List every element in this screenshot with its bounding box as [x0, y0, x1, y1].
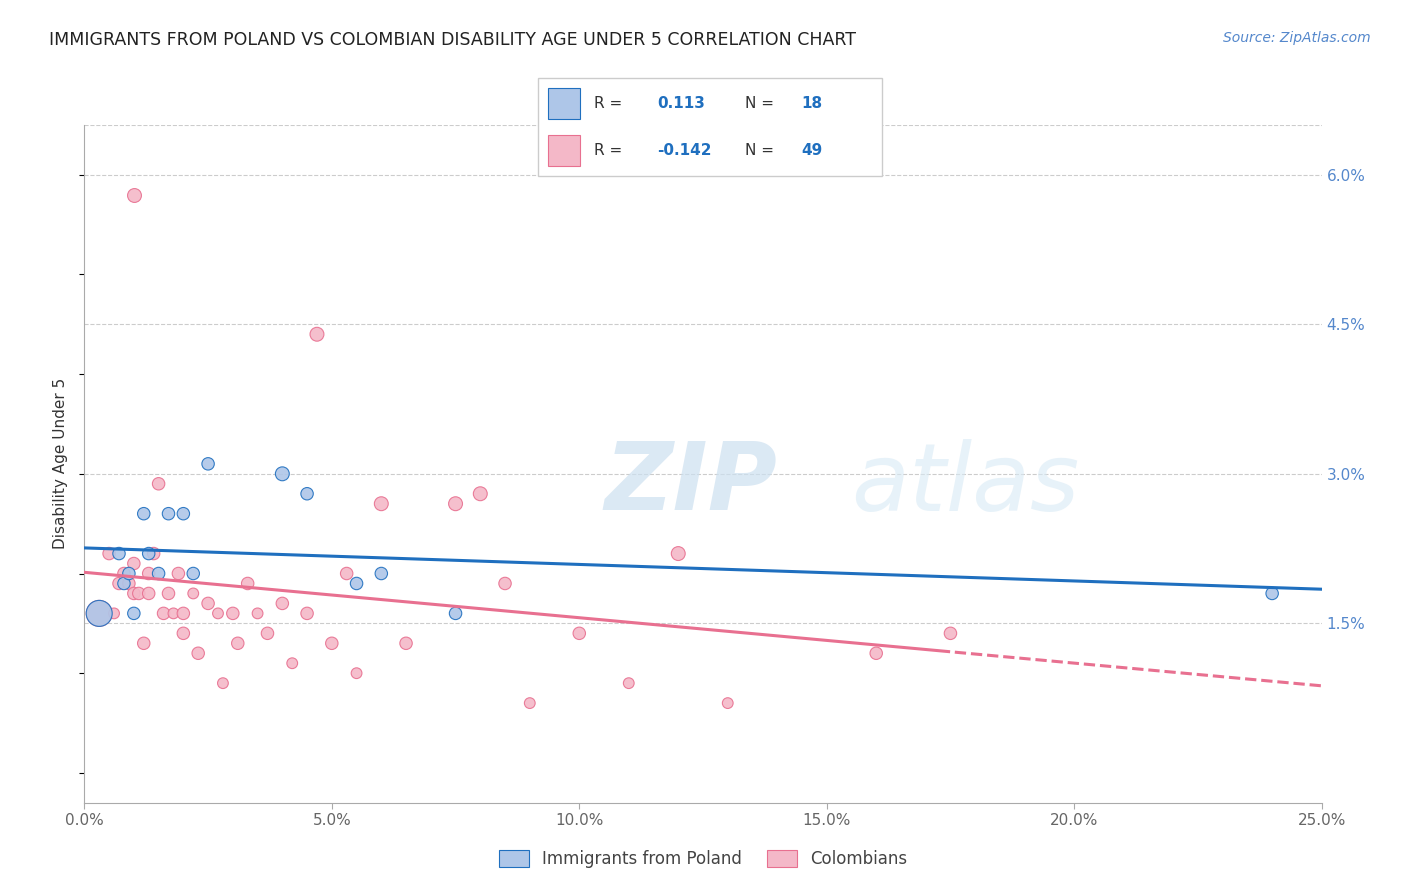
- Point: [89, 607, 111, 621]
- Point: [370, 497, 392, 511]
- Point: [122, 187, 145, 202]
- Point: [281, 657, 304, 671]
- Point: [142, 547, 165, 561]
- Point: [118, 576, 141, 591]
- Point: [246, 607, 269, 621]
- Point: [336, 566, 359, 581]
- Point: [207, 607, 229, 621]
- Point: [470, 487, 492, 501]
- Point: [939, 626, 962, 640]
- Point: [222, 607, 245, 621]
- Point: [444, 497, 467, 511]
- Point: [128, 586, 150, 600]
- Text: IMMIGRANTS FROM POLAND VS COLOMBIAN DISABILITY AGE UNDER 5 CORRELATION CHART: IMMIGRANTS FROM POLAND VS COLOMBIAN DISA…: [49, 31, 856, 49]
- Point: [157, 507, 180, 521]
- Point: [717, 696, 740, 710]
- Point: [172, 607, 194, 621]
- Point: [346, 666, 368, 681]
- Point: [112, 566, 135, 581]
- Legend: Immigrants from Poland, Colombians: Immigrants from Poland, Colombians: [492, 843, 914, 875]
- Point: [132, 507, 155, 521]
- Point: [122, 607, 145, 621]
- Point: [148, 476, 170, 491]
- Point: [212, 676, 235, 690]
- Point: [370, 566, 392, 581]
- Point: [172, 626, 194, 640]
- FancyBboxPatch shape: [548, 88, 581, 119]
- Text: R =: R =: [593, 144, 623, 158]
- Point: [148, 566, 170, 581]
- Point: [226, 636, 249, 650]
- Text: N =: N =: [745, 96, 775, 111]
- Point: [519, 696, 541, 710]
- Text: ZIP: ZIP: [605, 438, 778, 530]
- Point: [122, 586, 145, 600]
- Text: N =: N =: [745, 144, 775, 158]
- Point: [103, 607, 125, 621]
- Text: -0.142: -0.142: [657, 144, 711, 158]
- Point: [444, 607, 467, 621]
- Point: [172, 507, 194, 521]
- Point: [271, 467, 294, 481]
- Point: [138, 566, 160, 581]
- Point: [132, 636, 155, 650]
- Point: [321, 636, 343, 650]
- Text: atlas: atlas: [852, 439, 1080, 530]
- Y-axis label: Disability Age Under 5: Disability Age Under 5: [53, 378, 69, 549]
- Point: [162, 607, 184, 621]
- Point: [157, 586, 180, 600]
- Point: [346, 576, 368, 591]
- Point: [256, 626, 278, 640]
- Point: [1261, 586, 1284, 600]
- Point: [138, 586, 160, 600]
- Point: [138, 547, 160, 561]
- Text: 18: 18: [801, 96, 823, 111]
- Point: [122, 557, 145, 571]
- Point: [108, 576, 131, 591]
- FancyBboxPatch shape: [548, 136, 581, 166]
- Point: [617, 676, 640, 690]
- Point: [197, 596, 219, 610]
- Point: [108, 547, 131, 561]
- Text: 49: 49: [801, 144, 823, 158]
- Point: [197, 457, 219, 471]
- Text: 0.113: 0.113: [657, 96, 706, 111]
- Point: [865, 646, 887, 660]
- Point: [295, 487, 318, 501]
- Point: [494, 576, 516, 591]
- Point: [118, 566, 141, 581]
- Point: [112, 576, 135, 591]
- Point: [236, 576, 259, 591]
- Point: [187, 646, 209, 660]
- Point: [295, 607, 318, 621]
- Point: [152, 607, 174, 621]
- Point: [666, 547, 689, 561]
- Point: [568, 626, 591, 640]
- Text: R =: R =: [593, 96, 623, 111]
- Point: [271, 596, 294, 610]
- Point: [395, 636, 418, 650]
- Text: Source: ZipAtlas.com: Source: ZipAtlas.com: [1223, 31, 1371, 45]
- Point: [305, 327, 328, 342]
- Point: [167, 566, 190, 581]
- Point: [89, 607, 111, 621]
- FancyBboxPatch shape: [537, 78, 883, 177]
- Point: [181, 586, 204, 600]
- Point: [98, 547, 121, 561]
- Point: [181, 566, 204, 581]
